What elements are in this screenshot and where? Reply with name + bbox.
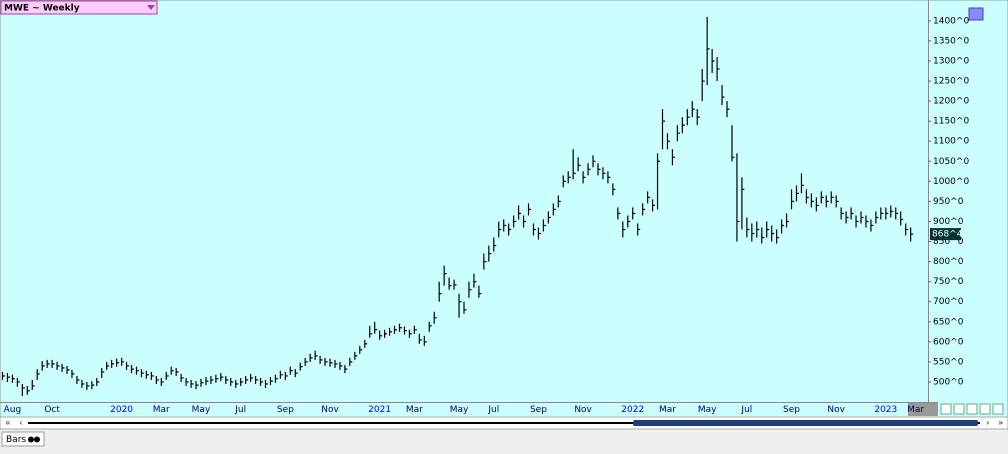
settings-icon[interactable] [968, 7, 984, 21]
x-tick-label: Sep [530, 405, 547, 415]
y-tick-label: 1100^0 [933, 137, 969, 147]
icon-buttons [940, 403, 1004, 415]
symbol-selector[interactable]: MWE ~ Weekly [0, 0, 158, 15]
y-tick-label: 1200^0 [933, 97, 969, 107]
dropdown-arrow[interactable] [147, 5, 155, 10]
y-tick-label: 550^0 [933, 357, 964, 367]
x-tick-label: 2023 [874, 405, 897, 415]
y-tick-label: 650^0 [933, 317, 964, 327]
tab-icon [34, 436, 40, 443]
x-tick-label: Jul [740, 405, 752, 415]
x-tick-label: Sep [277, 405, 294, 415]
y-tick-label: 1300^0 [933, 56, 969, 66]
x-tick-label: 2020 [110, 405, 133, 415]
y-tick-label: 850^0 [933, 237, 964, 247]
x-tick-label: Oct [44, 405, 60, 415]
tool-button[interactable] [953, 403, 965, 415]
scroll-thumb[interactable] [633, 420, 978, 426]
x-tick-label: 2021 [368, 405, 391, 415]
scroll-first[interactable]: « [5, 419, 11, 429]
x-tick-label: Nov [574, 405, 592, 415]
x-tick-label: Jul [487, 405, 499, 415]
y-tick-label: 1250^0 [933, 77, 969, 87]
tab-icon [28, 436, 34, 443]
scroll-last[interactable]: » [998, 419, 1004, 429]
tab-label[interactable]: Bars [6, 435, 26, 445]
tool-button[interactable] [940, 403, 952, 415]
y-tick-label: 1000^0 [933, 177, 969, 187]
x-tick-label: Mar [907, 405, 924, 415]
cursor-highlight [908, 403, 938, 416]
scroll-right[interactable]: › [986, 419, 990, 429]
y-tick-label: 800^0 [933, 257, 964, 267]
tool-button[interactable] [966, 403, 978, 415]
tab[interactable] [1, 431, 45, 447]
symbol-box[interactable] [0, 0, 158, 15]
tool-button[interactable] [992, 403, 1004, 415]
y-tick-label: 700^0 [933, 297, 964, 307]
y-tick-label: 500^0 [933, 377, 964, 387]
scroll-left[interactable]: ‹ [19, 419, 23, 429]
x-tick-label: Jul [234, 405, 246, 415]
chart-background [0, 0, 1008, 417]
y-tick-label: 950^0 [933, 197, 964, 207]
last-price-label: 868^4 [932, 230, 963, 240]
bars-tab[interactable]: Bars [1, 431, 45, 447]
y-tick-label: 1150^0 [933, 117, 969, 127]
symbol-title[interactable]: MWE ~ Weekly [4, 4, 80, 14]
last-price-box [930, 228, 961, 241]
y-tick-label: 1400^0 [933, 16, 969, 26]
y-tick-label: 1050^0 [933, 157, 969, 167]
x-tick-label: Sep [783, 405, 800, 415]
scrollbar: « ‹ › » [0, 416, 1008, 430]
y-tick-label: 1350^0 [933, 36, 969, 46]
x-tick-label: May [192, 405, 211, 415]
x-tick-label: Mar [659, 405, 676, 415]
tool-button[interactable] [979, 403, 991, 415]
x-tick-label: Aug [4, 405, 22, 415]
x-tick-label: Mar [153, 405, 170, 415]
x-tick-label: May [450, 405, 469, 415]
x-tick-label: Mar [406, 405, 423, 415]
tab-bar [0, 430, 1008, 450]
x-tick-label: Nov [827, 405, 845, 415]
x-tick-label: Nov [321, 405, 339, 415]
y-tick-label: 750^0 [933, 277, 964, 287]
x-tick-label: 2022 [621, 405, 644, 415]
y-tick-label: 600^0 [933, 337, 964, 347]
y-tick-label: 900^0 [933, 217, 964, 227]
x-tick-label: May [698, 405, 717, 415]
